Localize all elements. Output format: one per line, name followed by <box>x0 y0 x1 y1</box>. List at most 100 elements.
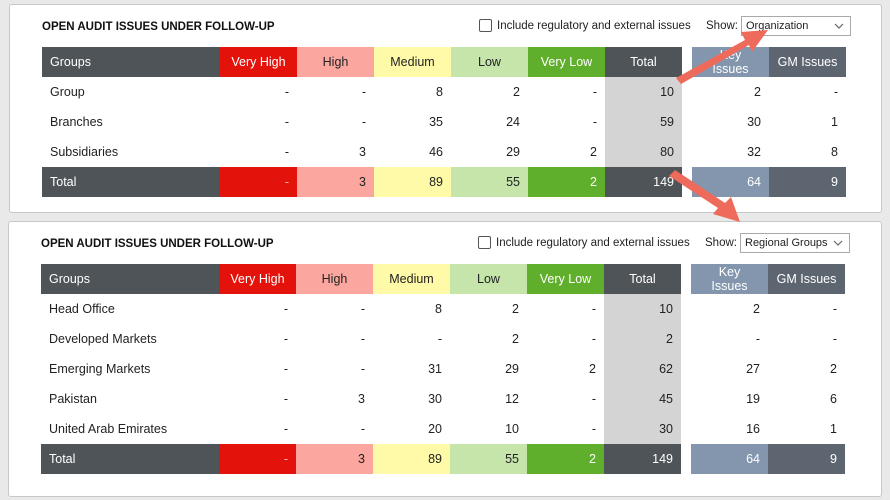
cell-key: 32 <box>747 145 761 159</box>
checkbox-box[interactable] <box>478 236 491 249</box>
cell-vl: - <box>591 422 596 436</box>
cell-l: 2 <box>512 302 519 316</box>
cell-total: 62 <box>604 354 681 384</box>
audit-panel-regional: OPEN AUDIT ISSUES UNDER FOLLOW-UP Includ… <box>8 221 882 497</box>
chevron-down-icon <box>833 236 843 253</box>
total-vh: - <box>219 444 296 474</box>
cell-vh: - <box>284 145 289 159</box>
table-total-row: Total -3 89 55 2 149 64 9 <box>42 167 846 197</box>
table-row: Developed Markets - - -2-2- - <box>41 324 845 354</box>
header-groups: Groups <box>42 47 220 77</box>
cell-gm: 6 <box>830 392 837 406</box>
cell-total: 2 <box>604 324 681 354</box>
column-gap <box>682 47 692 77</box>
table-header-row: Groups Very High High Medium Low Very Low Tota… <box>42 47 846 77</box>
table-row: Pakistan -3 30 12-45 19 6 <box>41 384 845 414</box>
header-total: Total <box>605 47 682 77</box>
total-label: Total <box>41 444 219 474</box>
cell-key: 19 <box>746 392 760 406</box>
row-group-name: Subsidiaries <box>50 145 119 159</box>
show-select[interactable]: Regional Groups <box>740 233 850 253</box>
audit-panel-organization: OPEN AUDIT ISSUES UNDER FOLLOW-UP Includ… <box>9 4 882 213</box>
total-vl: 2 <box>527 444 604 474</box>
cell-l: 29 <box>505 362 519 376</box>
cell-vh: - <box>283 392 288 406</box>
cell-vl: - <box>591 392 596 406</box>
total-label: Total <box>42 167 220 197</box>
show-select[interactable]: Organization <box>741 16 851 36</box>
row-group-name: Pakistan <box>49 392 97 406</box>
column-gap <box>682 107 692 137</box>
cell-vh: - <box>283 332 288 346</box>
table-row: United Arab Emirates - -20 10-30 16 1 <box>41 414 845 444</box>
row-group-name: Branches <box>50 115 103 129</box>
column-gap <box>681 354 691 384</box>
cell-h: 3 <box>359 145 366 159</box>
row-group-name: Group <box>50 85 85 99</box>
table-row: Subsidiaries - 3 46 29 2 80 32 8 <box>42 137 846 167</box>
cell-total: 45 <box>604 384 681 414</box>
header-very-high: Very High <box>220 47 297 77</box>
cell-gm: 8 <box>831 145 838 159</box>
column-gap <box>681 294 691 324</box>
column-gap <box>681 324 691 354</box>
cell-h: - <box>361 85 366 99</box>
total-h: 3 <box>296 444 373 474</box>
cell-l: 10 <box>505 422 519 436</box>
cell-vl: - <box>591 302 596 316</box>
row-group-name: Developed Markets <box>49 332 157 346</box>
include-regulatory-checkbox[interactable]: Include regulatory and external issues <box>479 19 691 32</box>
cell-h: - <box>360 422 365 436</box>
cell-vh: - <box>283 422 288 436</box>
cell-l: 2 <box>513 85 520 99</box>
header-gm-issues: GM Issues <box>769 47 846 77</box>
cell-m: 35 <box>429 115 443 129</box>
select-value: Organization <box>746 20 809 32</box>
issues-table: Groups Very High High Medium Low Very Low Tota… <box>41 264 845 474</box>
issues-table: Groups Very High High Medium Low Very Low Tota… <box>42 47 846 197</box>
cell-h: - <box>360 302 365 316</box>
checkbox-label: Include regulatory and external issues <box>496 236 690 249</box>
table-row: Emerging Markets - - 31 29 2 62 27 2 <box>41 354 845 384</box>
cell-h: - <box>361 115 366 129</box>
cell-key: 2 <box>754 85 761 99</box>
cell-vh: - <box>284 85 289 99</box>
cell-m: 30 <box>428 392 442 406</box>
cell-vl: - <box>592 115 597 129</box>
cell-vh: - <box>284 115 289 129</box>
cell-total: 10 <box>605 77 682 107</box>
total-vl: 2 <box>528 167 605 197</box>
cell-total: 10 <box>604 294 681 324</box>
include-regulatory-checkbox[interactable]: Include regulatory and external issues <box>478 236 690 249</box>
row-group-name: Emerging Markets <box>49 362 151 376</box>
header-very-low: Very Low <box>528 47 605 77</box>
header-low: Low <box>450 264 527 294</box>
checkbox-box[interactable] <box>479 19 492 32</box>
cell-l: 29 <box>506 145 520 159</box>
cell-h: - <box>360 362 365 376</box>
select-value: Regional Groups <box>745 237 828 249</box>
header-low: Low <box>451 47 528 77</box>
column-gap <box>681 264 691 294</box>
table-header-row: Groups Very High High Medium Low Very Low Tota… <box>41 264 845 294</box>
header-medium: Medium <box>374 47 451 77</box>
row-group-name: United Arab Emirates <box>49 422 168 436</box>
total-gm: 9 <box>769 167 846 197</box>
cell-vl: - <box>591 332 596 346</box>
header-gm-issues: GM Issues <box>768 264 845 294</box>
column-gap <box>681 384 691 414</box>
total-m: 89 <box>373 444 450 474</box>
total-m: 89 <box>374 167 451 197</box>
cell-m: - <box>437 332 442 346</box>
total-total: 149 <box>605 167 682 197</box>
row-group-name: Head Office <box>49 302 115 316</box>
cell-gm: 1 <box>831 115 838 129</box>
total-total: 149 <box>604 444 681 474</box>
checkbox-label: Include regulatory and external issues <box>497 19 691 32</box>
total-l: 55 <box>450 444 527 474</box>
column-gap <box>682 77 692 107</box>
header-high: High <box>296 264 373 294</box>
cell-m: 8 <box>436 85 443 99</box>
header-very-low: Very Low <box>527 264 604 294</box>
